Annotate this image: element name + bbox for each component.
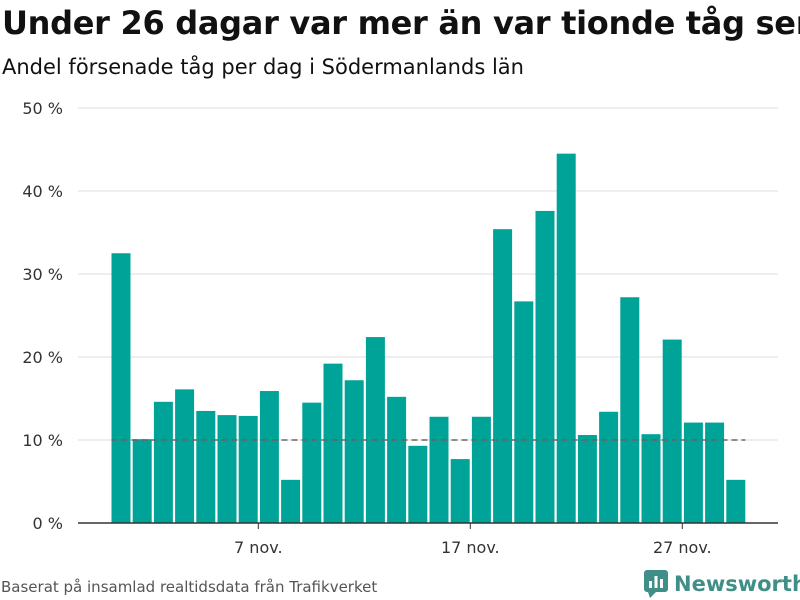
bar	[408, 445, 428, 523]
x-tick-label: 27 nov.	[653, 538, 712, 557]
bar	[471, 416, 491, 523]
bar	[535, 210, 555, 524]
bar	[450, 459, 470, 523]
bar	[217, 415, 237, 523]
y-tick-label: 10 %	[22, 431, 63, 450]
bar	[153, 401, 173, 523]
bar	[111, 253, 131, 523]
y-tick-label: 0 %	[33, 514, 63, 533]
bar	[132, 439, 152, 523]
bar	[577, 435, 597, 523]
bar	[620, 297, 640, 523]
source-note: Baserat på insamlad realtidsdata från Tr…	[1, 578, 378, 596]
bar	[662, 339, 682, 523]
bar	[281, 479, 301, 523]
chart-subtitle: Andel försenade tåg per dag i Södermanla…	[2, 55, 524, 79]
bar	[683, 422, 703, 523]
y-tick-label: 50 %	[22, 99, 63, 118]
y-tick-label: 20 %	[22, 348, 63, 367]
bar	[387, 396, 407, 523]
bar	[705, 422, 725, 523]
bar	[323, 363, 343, 523]
bar	[344, 380, 364, 523]
chart-title: Under 26 dagar var mer än var tionde tåg…	[2, 4, 800, 42]
brand-logo: Newsworthy	[644, 568, 800, 600]
bar	[493, 229, 513, 523]
bar	[302, 402, 322, 523]
bar	[259, 391, 279, 523]
bar	[238, 415, 258, 523]
brand-name: Newsworthy	[674, 572, 800, 596]
bar	[175, 389, 195, 523]
newsworthy-logo-icon	[644, 570, 668, 598]
bar	[365, 337, 385, 523]
x-tick-label: 17 nov.	[441, 538, 500, 557]
bar	[514, 301, 534, 523]
bar	[726, 479, 746, 523]
bar	[196, 410, 216, 523]
y-tick-label: 30 %	[22, 265, 63, 284]
bar	[599, 411, 619, 523]
x-tick-label: 7 nov.	[234, 538, 283, 557]
bar	[429, 416, 449, 523]
bar	[641, 434, 661, 523]
bar	[556, 153, 576, 523]
y-tick-label: 40 %	[22, 182, 63, 201]
